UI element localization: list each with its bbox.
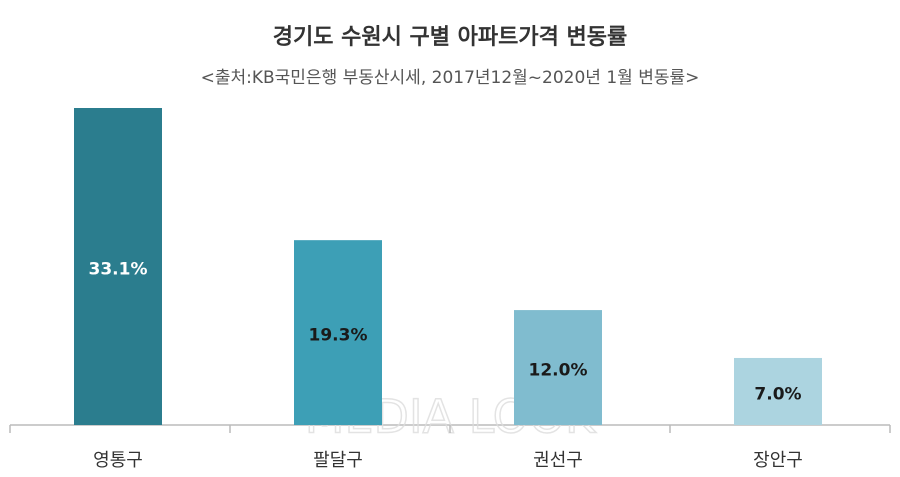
x-tick-label: 팔달구 bbox=[313, 450, 363, 471]
bar bbox=[734, 357, 822, 425]
value-label: 19.3% bbox=[309, 326, 368, 346]
bar bbox=[74, 108, 162, 425]
bar bbox=[514, 310, 602, 425]
bar bbox=[294, 240, 382, 425]
x-tick-label: 권선구 bbox=[533, 450, 583, 471]
x-tick-label: 영통구 bbox=[93, 450, 143, 471]
chart-title: 경기도 수원시 구별 아파트가격 변동률 bbox=[273, 25, 627, 50]
chart-subtitle: <출처:KB국민은행 부동산시세, 2017년12월~2020년 1월 변동률> bbox=[201, 68, 700, 88]
value-label: 12.0% bbox=[529, 361, 588, 381]
x-tick-label: 장안구 bbox=[753, 450, 803, 471]
value-label: 7.0% bbox=[754, 384, 801, 404]
value-label: 33.1% bbox=[89, 260, 148, 280]
